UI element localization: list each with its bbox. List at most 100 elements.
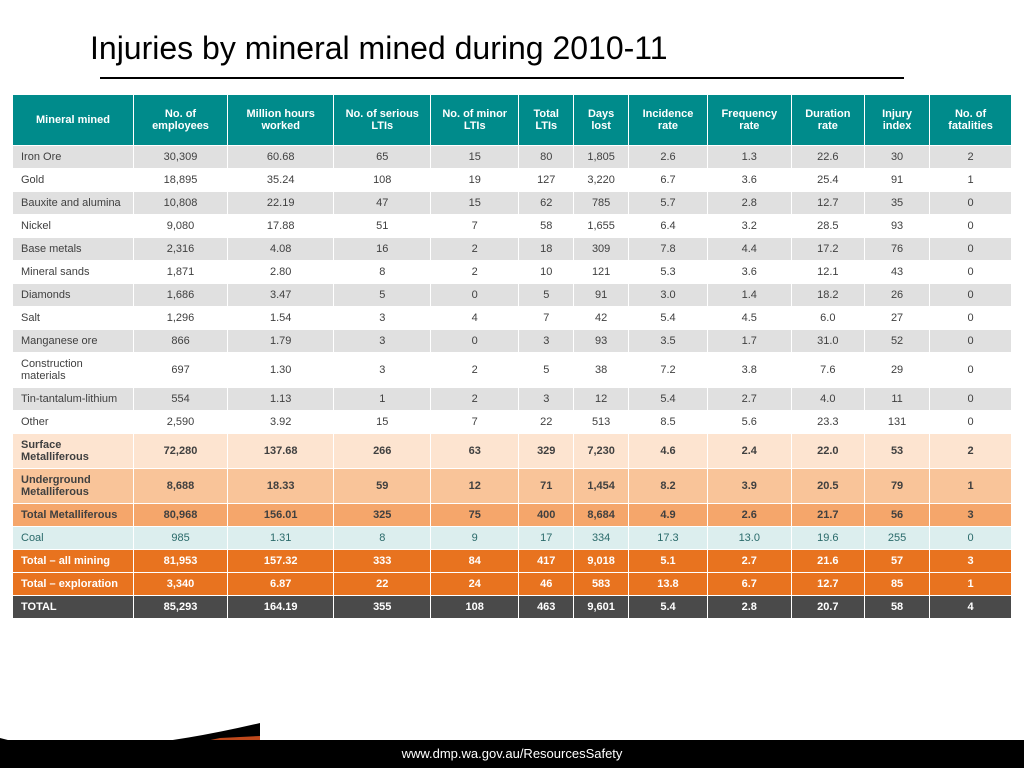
- cell-value: 12.1: [792, 261, 864, 283]
- row-label: Total Metalliferous: [13, 504, 133, 526]
- cell-value: 60.68: [228, 146, 333, 168]
- title-underline: [100, 77, 904, 79]
- column-header: Frequency rate: [708, 95, 791, 145]
- cell-value: 29: [865, 353, 929, 387]
- cell-value: 17.88: [228, 215, 333, 237]
- cell-value: 12: [431, 469, 518, 503]
- row-label: Bauxite and alumina: [13, 192, 133, 214]
- cell-value: 93: [574, 330, 628, 352]
- cell-value: 0: [930, 353, 1011, 387]
- column-header: Million hours worked: [228, 95, 333, 145]
- cell-value: 0: [930, 307, 1011, 329]
- column-header: Duration rate: [792, 95, 864, 145]
- cell-value: 4.4: [708, 238, 791, 260]
- cell-value: 7.8: [629, 238, 707, 260]
- cell-value: 2: [930, 146, 1011, 168]
- cell-value: 8.2: [629, 469, 707, 503]
- cell-value: 697: [134, 353, 227, 387]
- cell-value: 6.7: [629, 169, 707, 191]
- cell-value: 24: [431, 573, 518, 595]
- cell-value: 1,655: [574, 215, 628, 237]
- cell-value: 131: [865, 411, 929, 433]
- cell-value: 79: [865, 469, 929, 503]
- cell-value: 0: [930, 411, 1011, 433]
- cell-value: 400: [519, 504, 573, 526]
- cell-value: 76: [865, 238, 929, 260]
- cell-value: 8,688: [134, 469, 227, 503]
- table-row: Bauxite and alumina10,80822.194715627855…: [13, 192, 1011, 214]
- cell-value: 7: [519, 307, 573, 329]
- table-row: Total Metalliferous80,968156.01325754008…: [13, 504, 1011, 526]
- cell-value: 8,684: [574, 504, 628, 526]
- cell-value: 85,293: [134, 596, 227, 618]
- table-row: Coal9851.31891733417.313.019.62550: [13, 527, 1011, 549]
- cell-value: 1,805: [574, 146, 628, 168]
- cell-value: 38: [574, 353, 628, 387]
- cell-value: 2: [930, 434, 1011, 468]
- cell-value: 20.5: [792, 469, 864, 503]
- cell-value: 71: [519, 469, 573, 503]
- cell-value: 3: [930, 550, 1011, 572]
- cell-value: 18.2: [792, 284, 864, 306]
- cell-value: 1.4: [708, 284, 791, 306]
- cell-value: 3.8: [708, 353, 791, 387]
- cell-value: 58: [865, 596, 929, 618]
- cell-value: 3: [519, 388, 573, 410]
- cell-value: 333: [334, 550, 430, 572]
- cell-value: 18,895: [134, 169, 227, 191]
- cell-value: 3.6: [708, 169, 791, 191]
- table-row: Nickel9,08017.88517581,6556.43.228.5930: [13, 215, 1011, 237]
- cell-value: 72,280: [134, 434, 227, 468]
- row-label: Mineral sands: [13, 261, 133, 283]
- cell-value: 5.3: [629, 261, 707, 283]
- column-header: Days lost: [574, 95, 628, 145]
- cell-value: 12: [574, 388, 628, 410]
- cell-value: 3: [334, 307, 430, 329]
- cell-value: 5.6: [708, 411, 791, 433]
- table-row: TOTAL85,293164.193551084639,6015.42.820.…: [13, 596, 1011, 618]
- cell-value: 80: [519, 146, 573, 168]
- cell-value: 20.7: [792, 596, 864, 618]
- cell-value: 325: [334, 504, 430, 526]
- cell-value: 53: [865, 434, 929, 468]
- cell-value: 3.9: [708, 469, 791, 503]
- cell-value: 62: [519, 192, 573, 214]
- cell-value: 3.47: [228, 284, 333, 306]
- table-row: Gold18,89535.24108191273,2206.73.625.491…: [13, 169, 1011, 191]
- row-label: Diamonds: [13, 284, 133, 306]
- cell-value: 15: [431, 146, 518, 168]
- cell-value: 1.31: [228, 527, 333, 549]
- cell-value: 91: [574, 284, 628, 306]
- cell-value: 329: [519, 434, 573, 468]
- cell-value: 1.30: [228, 353, 333, 387]
- cell-value: 309: [574, 238, 628, 260]
- cell-value: 0: [930, 215, 1011, 237]
- cell-value: 9,080: [134, 215, 227, 237]
- cell-value: 57: [865, 550, 929, 572]
- column-header: No. of minor LTIs: [431, 95, 518, 145]
- cell-value: 4: [930, 596, 1011, 618]
- cell-value: 3: [930, 504, 1011, 526]
- row-label: Nickel: [13, 215, 133, 237]
- table-row: Base metals2,3164.08162183097.84.417.276…: [13, 238, 1011, 260]
- column-header: No. of serious LTIs: [334, 95, 430, 145]
- column-header: Mineral mined: [13, 95, 133, 145]
- cell-value: 25.4: [792, 169, 864, 191]
- row-label: Tin-tantalum-lithium: [13, 388, 133, 410]
- cell-value: 93: [865, 215, 929, 237]
- cell-value: 3: [519, 330, 573, 352]
- cell-value: 7.6: [792, 353, 864, 387]
- row-label: Gold: [13, 169, 133, 191]
- cell-value: 0: [930, 527, 1011, 549]
- cell-value: 8: [334, 261, 430, 283]
- cell-value: 5.1: [629, 550, 707, 572]
- cell-value: 12.7: [792, 192, 864, 214]
- cell-value: 266: [334, 434, 430, 468]
- cell-value: 108: [334, 169, 430, 191]
- cell-value: 6.0: [792, 307, 864, 329]
- table-row: Salt1,2961.54347425.44.56.0270: [13, 307, 1011, 329]
- cell-value: 75: [431, 504, 518, 526]
- cell-value: 59: [334, 469, 430, 503]
- cell-value: 121: [574, 261, 628, 283]
- cell-value: 3,340: [134, 573, 227, 595]
